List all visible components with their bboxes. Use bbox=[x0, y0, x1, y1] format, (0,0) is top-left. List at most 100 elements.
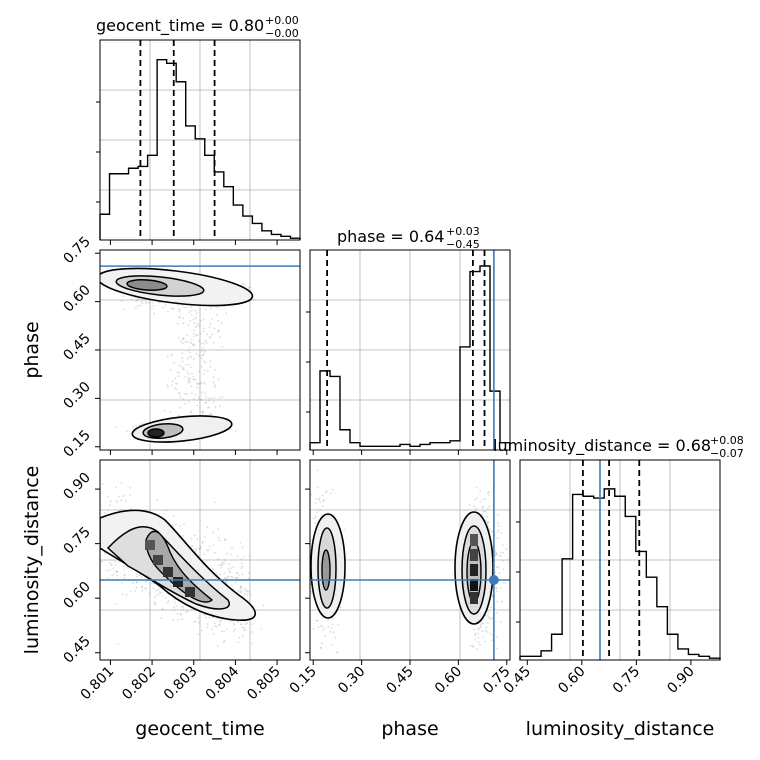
sample-point bbox=[107, 577, 110, 580]
sample-point bbox=[171, 380, 174, 383]
sample-point bbox=[196, 334, 198, 337]
sample-point bbox=[242, 634, 244, 637]
sample-point bbox=[479, 623, 482, 626]
sample-point bbox=[136, 298, 139, 301]
x-tick-label: 0.802 bbox=[119, 664, 159, 704]
sample-point bbox=[123, 565, 126, 567]
sample-point bbox=[219, 405, 221, 408]
sample-point bbox=[208, 325, 211, 328]
sample-point bbox=[321, 642, 323, 645]
sample-point bbox=[204, 536, 206, 538]
sample-point bbox=[101, 482, 104, 485]
sample-point bbox=[182, 322, 185, 325]
sample-point bbox=[188, 401, 191, 404]
sample-point bbox=[496, 611, 498, 614]
sample-point bbox=[114, 560, 116, 563]
sample-point bbox=[317, 498, 320, 501]
sample-point bbox=[487, 507, 489, 510]
sample-point bbox=[114, 570, 117, 573]
sample-point bbox=[190, 356, 193, 358]
sample-point bbox=[127, 567, 129, 569]
sample-point bbox=[194, 317, 197, 320]
sample-point bbox=[251, 642, 254, 645]
sample-point bbox=[123, 574, 126, 577]
sample-point bbox=[139, 304, 141, 307]
density-cell bbox=[173, 577, 183, 587]
sample-point bbox=[240, 591, 243, 594]
sample-point bbox=[502, 551, 504, 554]
sample-point bbox=[212, 531, 214, 534]
sample-point bbox=[212, 401, 215, 403]
sample-point bbox=[237, 589, 239, 592]
sample-point bbox=[239, 541, 242, 544]
sample-point bbox=[243, 589, 245, 591]
sample-point bbox=[476, 632, 479, 635]
sample-point bbox=[154, 603, 157, 606]
sample-point bbox=[229, 553, 232, 556]
sample-point bbox=[475, 486, 478, 489]
sample-point bbox=[122, 295, 125, 298]
sample-point bbox=[316, 619, 318, 622]
sample-point bbox=[111, 574, 114, 577]
sample-point bbox=[229, 620, 232, 623]
sample-point bbox=[109, 561, 111, 564]
sample-point bbox=[115, 486, 117, 489]
y-tick-label: 0.90 bbox=[60, 470, 93, 503]
sample-point bbox=[485, 626, 488, 629]
sample-point bbox=[331, 617, 334, 620]
sample-point bbox=[204, 616, 207, 619]
sample-point bbox=[190, 338, 193, 341]
sample-point bbox=[193, 358, 195, 360]
sample-point bbox=[187, 324, 190, 326]
sample-point bbox=[181, 605, 184, 608]
sample-point bbox=[319, 647, 322, 649]
sample-point bbox=[194, 378, 197, 381]
sample-point bbox=[103, 512, 106, 514]
sample-point bbox=[129, 590, 132, 593]
sample-point bbox=[120, 482, 123, 484]
sample-point bbox=[213, 633, 215, 635]
sample-point bbox=[199, 406, 201, 409]
sample-point bbox=[112, 567, 115, 570]
sample-point bbox=[487, 616, 490, 618]
sample-point bbox=[200, 357, 203, 360]
sample-point bbox=[182, 534, 185, 537]
sample-point bbox=[171, 353, 174, 356]
sample-point bbox=[109, 568, 112, 571]
sample-point bbox=[192, 343, 194, 346]
sample-point bbox=[244, 587, 247, 590]
sample-point bbox=[240, 558, 242, 561]
sample-point bbox=[129, 487, 132, 489]
sample-point bbox=[134, 589, 136, 592]
title-phase: phase = 0.64 bbox=[337, 227, 444, 246]
sample-point bbox=[198, 370, 201, 373]
sample-point bbox=[222, 561, 225, 564]
sample-point bbox=[217, 557, 220, 560]
sample-point bbox=[202, 352, 205, 355]
sample-point bbox=[224, 538, 227, 541]
sample-point bbox=[245, 590, 247, 593]
sample-point bbox=[116, 571, 119, 573]
x-tick-label: 0.805 bbox=[244, 664, 284, 704]
sample-point bbox=[249, 286, 252, 289]
sample-point bbox=[187, 380, 190, 382]
sample-point bbox=[491, 639, 493, 642]
sample-point bbox=[220, 566, 223, 569]
sample-point bbox=[107, 509, 110, 511]
sample-point bbox=[476, 497, 478, 500]
sample-point bbox=[195, 326, 197, 329]
sample-point bbox=[327, 619, 330, 621]
sample-point bbox=[185, 306, 188, 309]
density-cell bbox=[470, 549, 478, 561]
sample-point bbox=[185, 610, 188, 613]
sample-point bbox=[241, 546, 244, 548]
sample-point bbox=[310, 493, 313, 496]
sample-point bbox=[209, 360, 212, 363]
sample-point bbox=[181, 338, 184, 340]
sample-point bbox=[477, 637, 480, 639]
sample-point bbox=[190, 309, 193, 312]
sample-point bbox=[175, 382, 177, 385]
sample-point bbox=[478, 627, 480, 630]
sample-point bbox=[175, 605, 178, 608]
sample-point bbox=[214, 406, 217, 408]
